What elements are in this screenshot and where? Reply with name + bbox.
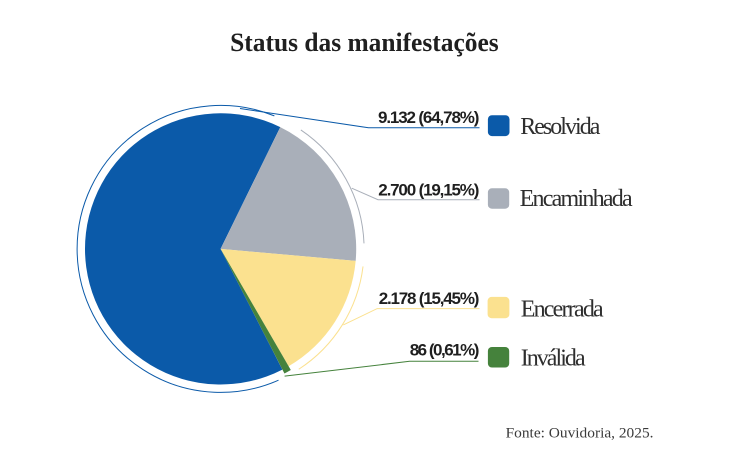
svg-text:9.132 (64,78%): 9.132 (64,78%) bbox=[378, 108, 479, 127]
svg-text:86 (0,61%): 86 (0,61%) bbox=[410, 341, 480, 360]
svg-text:2.178 (15,45%): 2.178 (15,45%) bbox=[379, 289, 480, 308]
svg-text:2.700 (19,15%): 2.700 (19,15%) bbox=[378, 180, 479, 199]
svg-text:Encerrada: Encerrada bbox=[521, 296, 604, 322]
svg-text:Resolvida: Resolvida bbox=[520, 114, 601, 140]
svg-text:Fonte: Ouvidoria, 2025.: Fonte: Ouvidoria, 2025. bbox=[506, 426, 654, 442]
svg-text:Inválida: Inválida bbox=[521, 346, 586, 372]
svg-text:Status das manifestações: Status das manifestações bbox=[230, 28, 499, 57]
svg-text:Encaminhada: Encaminhada bbox=[520, 186, 633, 212]
